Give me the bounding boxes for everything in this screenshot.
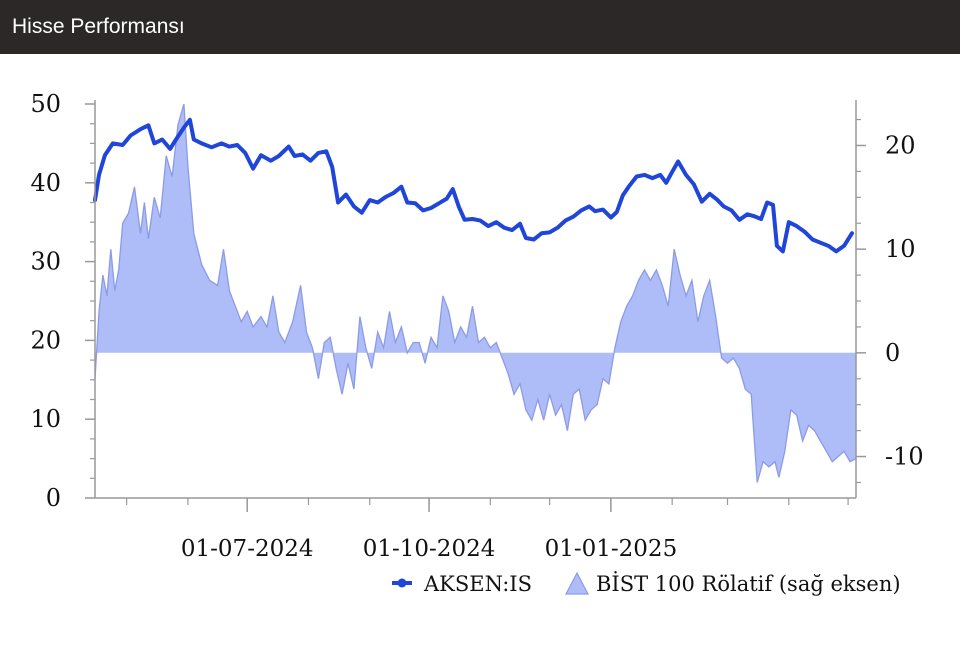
legend: AKSEN:IS BİST 100 Rölatif (sağ eksen) (392, 571, 901, 596)
relative-area-outline (94, 103, 857, 483)
left-tick-label: 10 (30, 405, 61, 433)
area-layer (94, 103, 857, 483)
left-tick-label: 30 (30, 248, 61, 276)
legend-label-line: AKSEN:IS (423, 572, 532, 596)
line-layer (93, 117, 854, 254)
left-tick-label: 0 (46, 484, 61, 512)
x-tick-label: 01-07-2024 (181, 536, 314, 562)
header-title: Hisse Performansı (12, 15, 185, 38)
legend-item-area[interactable]: BİST 100 Rölatif (sağ eksen) (565, 571, 901, 596)
axis-layer: 0 10 20 30 40 50 -10 0 10 20 01-07-2024 01-10-2024 0… (30, 90, 923, 562)
header-bar: Hisse Performansı (0, 0, 960, 54)
right-tick-label: 0 (885, 339, 900, 367)
right-tick-label: 20 (885, 131, 916, 159)
right-tick-label: -10 (885, 443, 924, 471)
left-tick-label: 40 (30, 169, 61, 197)
legend-item-line[interactable]: AKSEN:IS (392, 572, 532, 596)
legend-label-area: BİST 100 Rölatif (sağ eksen) (596, 572, 901, 596)
aksen-price-line (93, 117, 854, 254)
x-tick-label: 01-10-2024 (363, 536, 496, 562)
left-tick-label: 50 (30, 90, 61, 118)
relative-area-fill (95, 104, 856, 483)
legend-area-swatch (565, 571, 589, 595)
left-tick-label: 20 (30, 326, 61, 354)
legend-line-marker (397, 578, 407, 588)
x-tick-label: 01-01-2025 (545, 536, 678, 562)
right-tick-label: 10 (885, 235, 916, 263)
